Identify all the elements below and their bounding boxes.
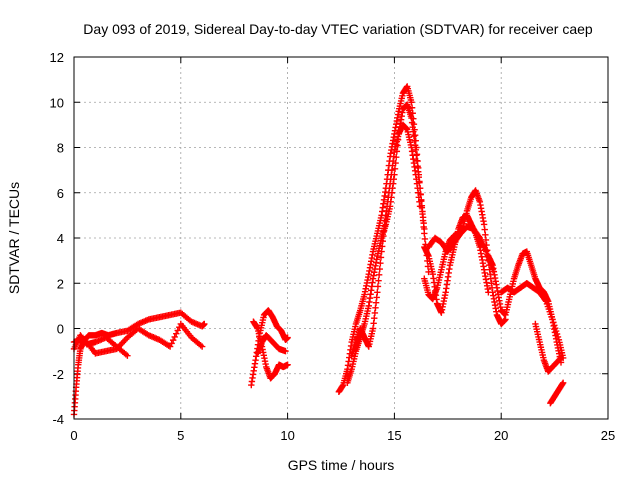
data-point-series xyxy=(70,320,206,357)
x-tick-label: 10 xyxy=(280,428,294,443)
axis-ticks: 0 5 10 15 20 25 -4 -2 0 2 4 6 8 10 12 xyxy=(50,50,616,443)
y-axis-label: SDTVAR / TECUs xyxy=(6,182,22,294)
plot-frame xyxy=(73,56,609,420)
x-axis-label: GPS time / hours xyxy=(288,457,395,473)
y-tick-label: 6 xyxy=(57,186,64,201)
data-point-series xyxy=(547,379,567,407)
data-point-series xyxy=(421,187,509,328)
y-tick-label: 12 xyxy=(50,50,64,65)
x-tick-label: 0 xyxy=(70,428,77,443)
y-tick-label: 2 xyxy=(57,276,64,291)
y-tick-label: -2 xyxy=(52,367,64,382)
data-point-series xyxy=(70,309,208,418)
data-point-series xyxy=(425,223,496,273)
data-point-series xyxy=(254,332,289,357)
grid xyxy=(74,57,608,419)
x-tick-label: 5 xyxy=(177,428,184,443)
y-tick-label: 4 xyxy=(57,231,64,246)
x-tick-label: 15 xyxy=(387,428,401,443)
data-points xyxy=(70,83,567,418)
y-tick-label: -4 xyxy=(52,412,64,427)
x-tick-label: 20 xyxy=(494,428,508,443)
data-point-series xyxy=(485,248,565,366)
chart-title: Day 093 of 2019, Sidereal Day-to-day VTE… xyxy=(83,21,593,37)
y-tick-label: 0 xyxy=(57,322,64,337)
data-point-series xyxy=(498,280,567,362)
y-tick-label: 8 xyxy=(57,141,64,156)
data-point-series xyxy=(532,320,565,375)
data-point-series xyxy=(348,121,424,359)
x-tick-label: 25 xyxy=(601,428,615,443)
y-tick-label: 10 xyxy=(50,95,64,110)
